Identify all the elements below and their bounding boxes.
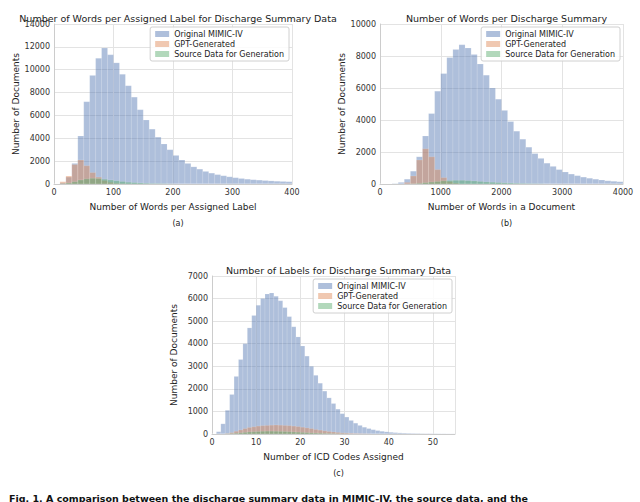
svg-text:14000: 14000 xyxy=(24,19,50,29)
svg-text:3000: 3000 xyxy=(552,188,572,197)
svg-text:8000: 8000 xyxy=(356,52,376,61)
svg-text:40: 40 xyxy=(384,438,394,447)
svg-text:200: 200 xyxy=(165,188,180,197)
svg-text:12000: 12000 xyxy=(25,42,50,51)
svg-text:Number of Documents: Number of Documents xyxy=(337,53,347,155)
svg-text:Number of Words per Assigned L: Number of Words per Assigned Label for D… xyxy=(19,13,336,24)
svg-text:Original MIMIC-IV: Original MIMIC-IV xyxy=(174,30,243,39)
svg-text:(a): (a) xyxy=(172,219,183,228)
svg-text:Original MIMIC-IV: Original MIMIC-IV xyxy=(337,282,406,291)
svg-text:300: 300 xyxy=(225,188,240,197)
svg-text:GPT-Generated: GPT-Generated xyxy=(174,40,235,49)
svg-text:1000: 1000 xyxy=(188,407,208,416)
svg-text:Number of Words in a Document: Number of Words in a Document xyxy=(428,202,576,212)
svg-text:GPT-Generated: GPT-Generated xyxy=(337,292,398,301)
svg-text:0: 0 xyxy=(203,430,208,439)
svg-text:20: 20 xyxy=(295,438,305,447)
svg-text:Number of Documents: Number of Documents xyxy=(11,53,21,155)
svg-text:4000: 4000 xyxy=(613,188,633,197)
svg-text:4000: 4000 xyxy=(356,116,376,125)
svg-text:Number of Labels for Discharge: Number of Labels for Discharge Summary D… xyxy=(226,265,451,276)
svg-text:10000: 10000 xyxy=(25,65,50,74)
svg-text:Original MIMIC-IV: Original MIMIC-IV xyxy=(505,30,574,39)
svg-text:0: 0 xyxy=(51,188,56,197)
svg-text:1000: 1000 xyxy=(431,188,451,197)
svg-text:6000: 6000 xyxy=(356,84,376,93)
svg-text:8000: 8000 xyxy=(30,88,50,97)
svg-text:5000: 5000 xyxy=(188,317,208,326)
svg-text:6000: 6000 xyxy=(188,294,208,303)
svg-text:Source Data for Generation: Source Data for Generation xyxy=(505,50,615,59)
svg-text:0: 0 xyxy=(209,438,214,447)
svg-text:2000: 2000 xyxy=(356,148,376,157)
svg-text:Number of Words per Assigned L: Number of Words per Assigned Label xyxy=(90,202,257,212)
svg-text:2000: 2000 xyxy=(30,157,50,166)
svg-text:Number of Words per Discharge: Number of Words per Discharge Summary xyxy=(406,13,607,24)
svg-text:100: 100 xyxy=(106,188,121,197)
svg-text:0: 0 xyxy=(371,180,376,189)
svg-text:Fig. 1. A comparison between t: Fig. 1. A comparison between the dischar… xyxy=(9,493,528,502)
svg-text:2000: 2000 xyxy=(491,188,511,197)
svg-text:10: 10 xyxy=(251,438,261,447)
svg-text:(b): (b) xyxy=(501,219,512,228)
svg-text:0: 0 xyxy=(45,180,50,189)
svg-text:6000: 6000 xyxy=(30,111,50,120)
svg-text:Number of Documents: Number of Documents xyxy=(169,304,179,406)
svg-text:4000: 4000 xyxy=(30,134,50,143)
svg-text:Number of ICD Codes Assigned: Number of ICD Codes Assigned xyxy=(263,452,404,462)
svg-text:2000: 2000 xyxy=(188,384,208,393)
svg-text:0: 0 xyxy=(377,188,382,197)
svg-text:Source Data for Generation: Source Data for Generation xyxy=(174,50,284,59)
svg-text:4000: 4000 xyxy=(188,339,208,348)
svg-text:50: 50 xyxy=(428,438,438,447)
svg-text:Source Data for Generation: Source Data for Generation xyxy=(337,302,447,311)
svg-text:GPT-Generated: GPT-Generated xyxy=(505,40,566,49)
svg-text:7000: 7000 xyxy=(188,272,208,281)
svg-text:400: 400 xyxy=(284,188,299,197)
svg-text:30: 30 xyxy=(339,438,349,447)
svg-text:3000: 3000 xyxy=(188,362,208,371)
svg-text:10000: 10000 xyxy=(351,20,376,29)
svg-text:(c): (c) xyxy=(333,469,344,478)
